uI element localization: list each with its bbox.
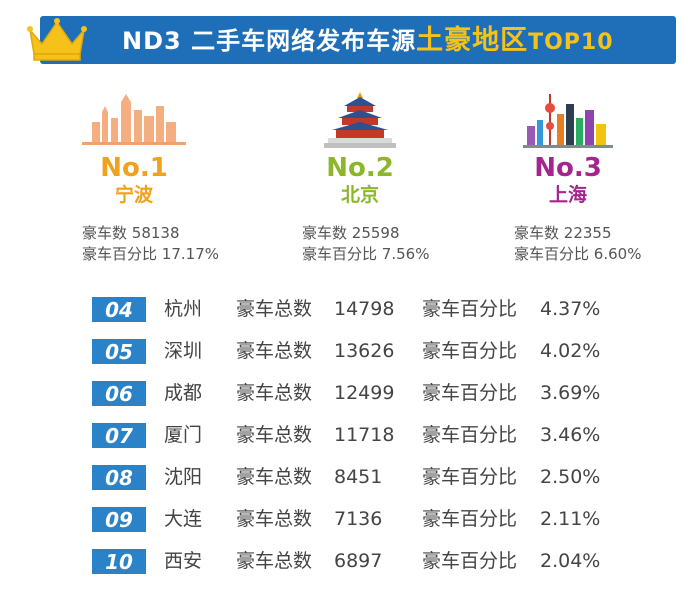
top-rank-2: No.2 北京 豪车数 25598 豪车百分比 7.56%: [302, 92, 502, 272]
total-value: 7136: [334, 508, 383, 530]
crown-icon: [27, 18, 87, 61]
rank-badge: 09: [92, 507, 146, 532]
list-item: 07 厦门 豪车总数 11718 豪车百分比 3.46%: [92, 420, 652, 462]
car-percent: 豪车百分比 7.56%: [302, 245, 430, 263]
total-label: 豪车总数: [236, 298, 313, 320]
car-count: 豪车数 25598: [302, 224, 400, 242]
total-value: 12499: [334, 382, 395, 404]
city-name: 宁波: [114, 184, 153, 206]
rank-badge: 06: [92, 381, 146, 406]
percent-value: 3.69%: [540, 382, 601, 404]
city-name: 厦门: [164, 424, 203, 446]
car-count: 豪车数 58138: [82, 224, 180, 242]
city-name: 西安: [164, 550, 203, 572]
rank-badge: 04: [92, 297, 146, 322]
percent-label: 豪车百分比: [422, 340, 518, 362]
city-name: 沈阳: [164, 466, 203, 488]
car-percent: 豪车百分比 6.60%: [514, 245, 642, 263]
percent-label: 豪车百分比: [422, 298, 518, 320]
city-name: 成都: [164, 382, 203, 404]
total-value: 14798: [334, 298, 395, 320]
total-label: 豪车总数: [236, 466, 313, 488]
title-highlight: 土豪地区: [416, 25, 529, 56]
top-rank-1: No.1 宁波 豪车数 58138 豪车百分比 17.17%: [82, 92, 282, 272]
total-value: 8451: [334, 466, 383, 488]
city-name: 北京: [340, 184, 379, 206]
percent-label: 豪车百分比: [422, 550, 518, 572]
total-value: 13626: [334, 340, 395, 362]
percent-value: 2.11%: [540, 508, 601, 530]
total-label: 豪车总数: [236, 508, 313, 530]
temple-of-heaven-icon: [324, 92, 396, 148]
total-value: 6897: [334, 550, 383, 572]
list-item: 06 成都 豪车总数 12499 豪车百分比 3.69%: [92, 378, 652, 420]
city-name: 深圳: [164, 340, 203, 362]
percent-label: 豪车百分比: [422, 382, 518, 404]
list-item: 09 大连 豪车总数 7136 豪车百分比 2.11%: [92, 504, 652, 546]
total-value: 11718: [334, 424, 395, 446]
shanghai-skyline-icon: [523, 94, 613, 148]
list-item: 08 沈阳 豪车总数 8451 豪车百分比 2.50%: [92, 462, 652, 504]
title-banner: ND3 二手车网络发布车源土豪地区TOP10: [40, 16, 676, 64]
percent-value: 2.04%: [540, 550, 601, 572]
total-label: 豪车总数: [236, 340, 313, 362]
rank-badge: 10: [92, 549, 146, 574]
percent-label: 豪车百分比: [422, 424, 518, 446]
rank-badge: 05: [92, 339, 146, 364]
car-count: 豪车数 22355: [514, 224, 612, 242]
total-label: 豪车总数: [236, 550, 313, 572]
list-item: 05 深圳 豪车总数 13626 豪车百分比 4.02%: [92, 336, 652, 378]
title-prefix: ND3: [122, 27, 182, 55]
top-rank-3: No.3 上海 豪车数 22355 豪车百分比 6.60%: [514, 92, 700, 272]
ningbo-skyline-icon: [82, 94, 186, 145]
page-title: ND3 二手车网络发布车源土豪地区TOP10: [122, 16, 614, 64]
ranking-list: 04 杭州 豪车总数 14798 豪车百分比 4.37% 05 深圳 豪车总数 …: [92, 294, 652, 588]
total-label: 豪车总数: [236, 382, 313, 404]
percent-value: 3.46%: [540, 424, 601, 446]
total-label: 豪车总数: [236, 424, 313, 446]
city-name: 上海: [548, 184, 587, 206]
rank-badge: 08: [92, 465, 146, 490]
list-item: 04 杭州 豪车总数 14798 豪车百分比 4.37%: [92, 294, 652, 336]
rank-label: No.1: [100, 153, 168, 183]
percent-value: 4.37%: [540, 298, 601, 320]
city-name: 杭州: [164, 298, 203, 320]
rank-badge: 07: [92, 423, 146, 448]
percent-label: 豪车百分比: [422, 508, 518, 530]
city-name: 大连: [164, 508, 203, 530]
title-mid: 二手车网络发布车源: [191, 27, 417, 55]
rank-label: No.3: [534, 153, 602, 183]
list-item: 10 西安 豪车总数 6897 豪车百分比 2.04%: [92, 546, 652, 588]
title-tail: TOP10: [528, 30, 614, 55]
percent-label: 豪车百分比: [422, 466, 518, 488]
rank-label: No.2: [326, 153, 394, 183]
car-percent: 豪车百分比 17.17%: [82, 245, 219, 263]
percent-value: 2.50%: [540, 466, 601, 488]
percent-value: 4.02%: [540, 340, 601, 362]
